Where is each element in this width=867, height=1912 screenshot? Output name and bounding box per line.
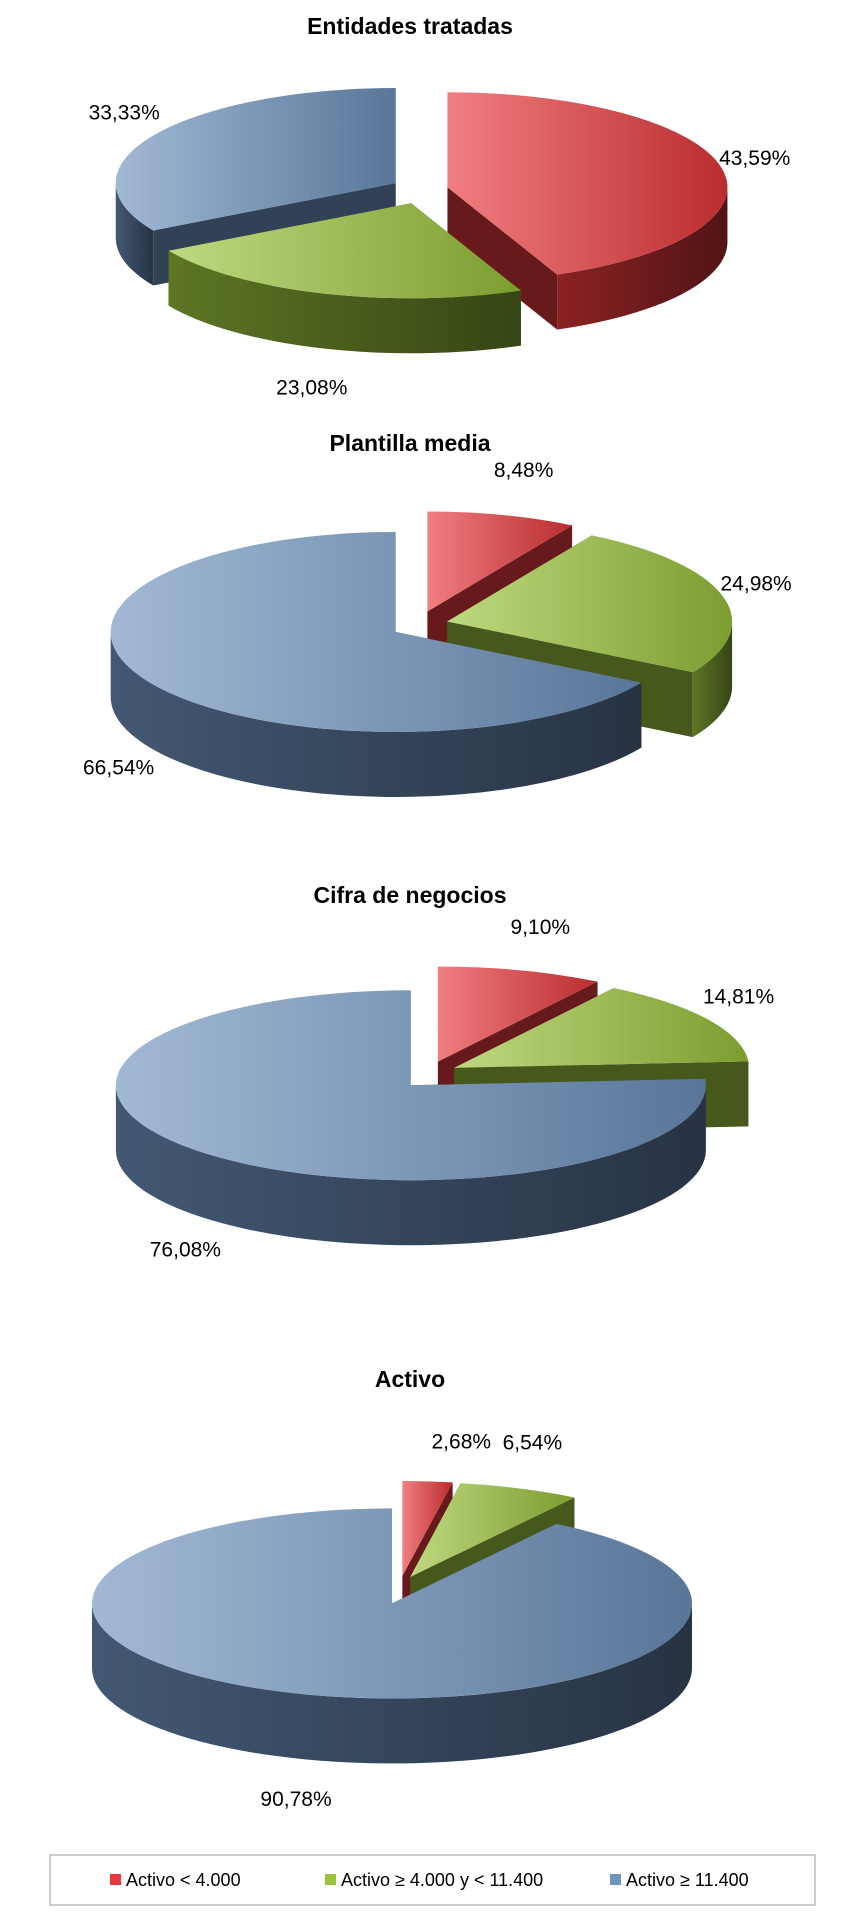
data-label: 23,08%: [276, 376, 347, 399]
slice-top: [454, 987, 749, 1068]
chart-title: Activo: [375, 1366, 445, 1392]
legend-label: Activo ≥ 11.400: [626, 1870, 749, 1890]
slice-top: [115, 87, 396, 231]
legend-label: Activo < 4.000: [126, 1870, 241, 1890]
slice-side: [110, 631, 642, 797]
slice-side: [92, 1603, 693, 1764]
data-label: 66,54%: [83, 756, 154, 779]
slice-top: [437, 966, 598, 1062]
data-label: 14,81%: [703, 985, 774, 1008]
slice-top: [447, 535, 733, 673]
data-label: 33,33%: [89, 102, 160, 125]
data-label: 24,98%: [721, 573, 792, 596]
slice-top: [115, 990, 706, 1181]
pie-slice: [447, 92, 728, 330]
chart-title: Entidades tratadas: [307, 13, 513, 39]
slice-side: [692, 621, 733, 738]
data-label: 2,68%: [432, 1431, 492, 1454]
slice-top: [110, 531, 642, 732]
data-label: 90,78%: [260, 1788, 331, 1811]
legend-box: [49, 1854, 816, 1906]
data-label: 43,59%: [719, 147, 790, 170]
pie-slice: [110, 531, 642, 797]
pie-slice: [168, 203, 521, 354]
legend-label: Activo ≥ 4.000 y < 11.400: [341, 1870, 543, 1890]
legend-swatch: [610, 1874, 621, 1885]
slice-top: [447, 92, 728, 275]
chart-title: Cifra de negocios: [314, 882, 507, 908]
slice-top: [168, 203, 521, 299]
slice-side: [168, 250, 521, 354]
data-label: 9,10%: [511, 916, 571, 939]
slice-side: [115, 1085, 706, 1246]
legend-swatch: [325, 1874, 336, 1885]
slice-top: [402, 1481, 453, 1577]
slice-cut-face: [447, 187, 558, 330]
legend-swatch: [110, 1874, 121, 1885]
data-label: 76,08%: [150, 1238, 221, 1261]
pie-slice: [92, 1508, 693, 1764]
data-label: 6,54%: [503, 1432, 563, 1455]
slice-top: [92, 1508, 693, 1699]
pie-slice: [115, 990, 706, 1246]
slice-top: [410, 1483, 575, 1577]
data-label: 8,48%: [494, 459, 554, 482]
slice-side: [115, 182, 154, 286]
slice-top: [427, 511, 573, 612]
chart-title: Plantilla media: [329, 430, 490, 456]
slice-side: [557, 187, 728, 330]
